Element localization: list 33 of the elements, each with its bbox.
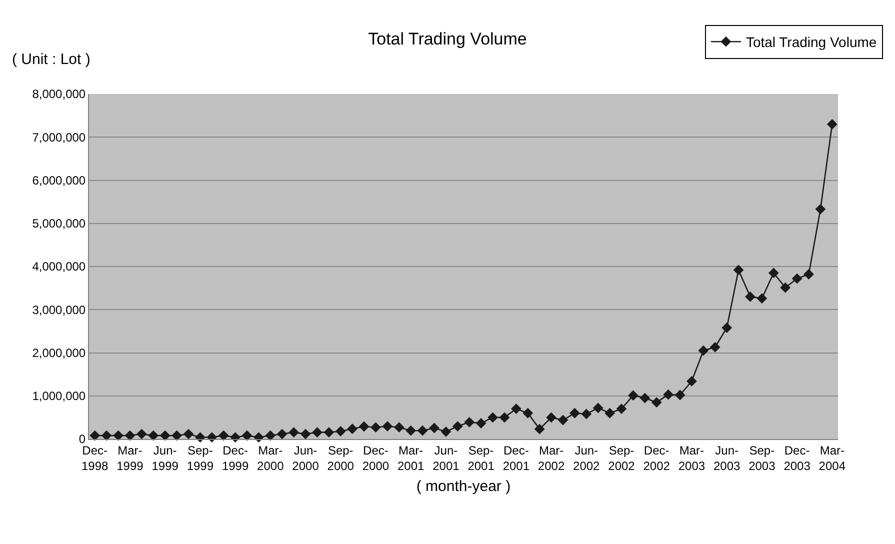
- x-tick-label: Mar- 2001: [397, 443, 425, 473]
- x-tick-label: Jun- 2002: [573, 443, 600, 473]
- x-tick-label: Dec- 2003: [784, 443, 811, 473]
- x-tick-label: Sep- 1999: [186, 443, 214, 473]
- x-tick-label: Dec- 2001: [502, 443, 530, 473]
- y-tick-label: 7,000,000: [32, 130, 86, 144]
- chart-title: Total Trading Volume: [368, 30, 527, 49]
- y-tick-label: 1,000,000: [32, 389, 86, 404]
- x-tick-label: Dec- 1999: [222, 443, 249, 473]
- x-tick-label: Sep- 2003: [748, 443, 776, 473]
- y-tick-label: 3,000,000: [32, 302, 86, 317]
- x-tick-label: Mar- 2004: [818, 443, 846, 473]
- x-tick-label: Dec- 2002: [643, 443, 670, 473]
- x-axis-title: ( month-year ): [416, 478, 511, 495]
- y-tick-label: 4,000,000: [32, 260, 86, 274]
- y-tick-label: 8,000,000: [32, 87, 86, 102]
- x-tick-label: Sep- 2002: [608, 443, 636, 473]
- y-tick-label: 2,000,000: [32, 346, 86, 360]
- legend-label: Total Trading Volume: [746, 34, 877, 50]
- x-tick-label: Sep- 2000: [327, 443, 354, 473]
- y-tick-label: 6,000,000: [32, 173, 86, 188]
- x-tick-label: Mar- 2002: [538, 443, 565, 473]
- y-tick-label: 5,000,000: [32, 216, 86, 231]
- x-tick-label: Jun- 2003: [713, 443, 740, 473]
- x-tick-label: Jun- 2001: [432, 443, 460, 473]
- x-tick-label: Sep- 2001: [468, 443, 495, 473]
- text: ( Unit : Lot ): [12, 51, 90, 68]
- x-tick-label: Jun- 1999: [152, 443, 179, 473]
- x-tick-label: Jun- 2000: [292, 443, 320, 473]
- x-tick-label: Mar- 2003: [678, 443, 706, 473]
- x-tick-label: Mar- 1999: [116, 443, 144, 473]
- x-tick-label: Mar- 2000: [257, 443, 284, 473]
- x-tick-label: Dec- 2000: [362, 443, 390, 473]
